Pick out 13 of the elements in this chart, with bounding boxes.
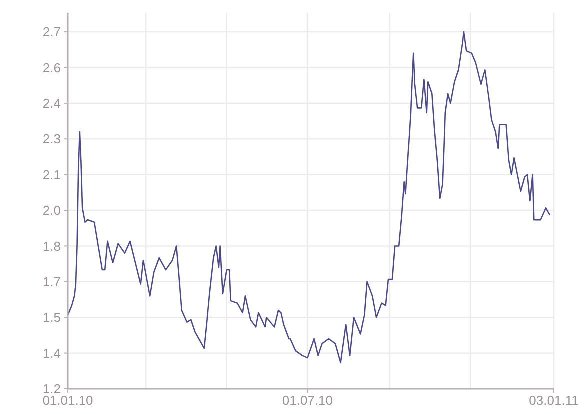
y-tick-label: 2.7 (42, 24, 61, 40)
y-tick-label: 1.7 (42, 274, 61, 290)
y-tick-label: 1.4 (42, 346, 61, 361)
y-tick-label: 2.6 (42, 60, 61, 76)
y-tick-label: 2.1 (42, 167, 61, 182)
y-tick-label: 2.0 (42, 203, 61, 218)
line-series (67, 31, 551, 364)
x-tick-label: 01.07.10 (282, 393, 333, 408)
y-tick-label: 2.4 (42, 96, 61, 111)
x-tick-label: 03.01.11 (529, 393, 579, 408)
y-tick-label: 1.8 (42, 238, 61, 254)
y-tick-label: 1.5 (42, 310, 61, 326)
y-tick-label: 2.3 (42, 132, 61, 147)
